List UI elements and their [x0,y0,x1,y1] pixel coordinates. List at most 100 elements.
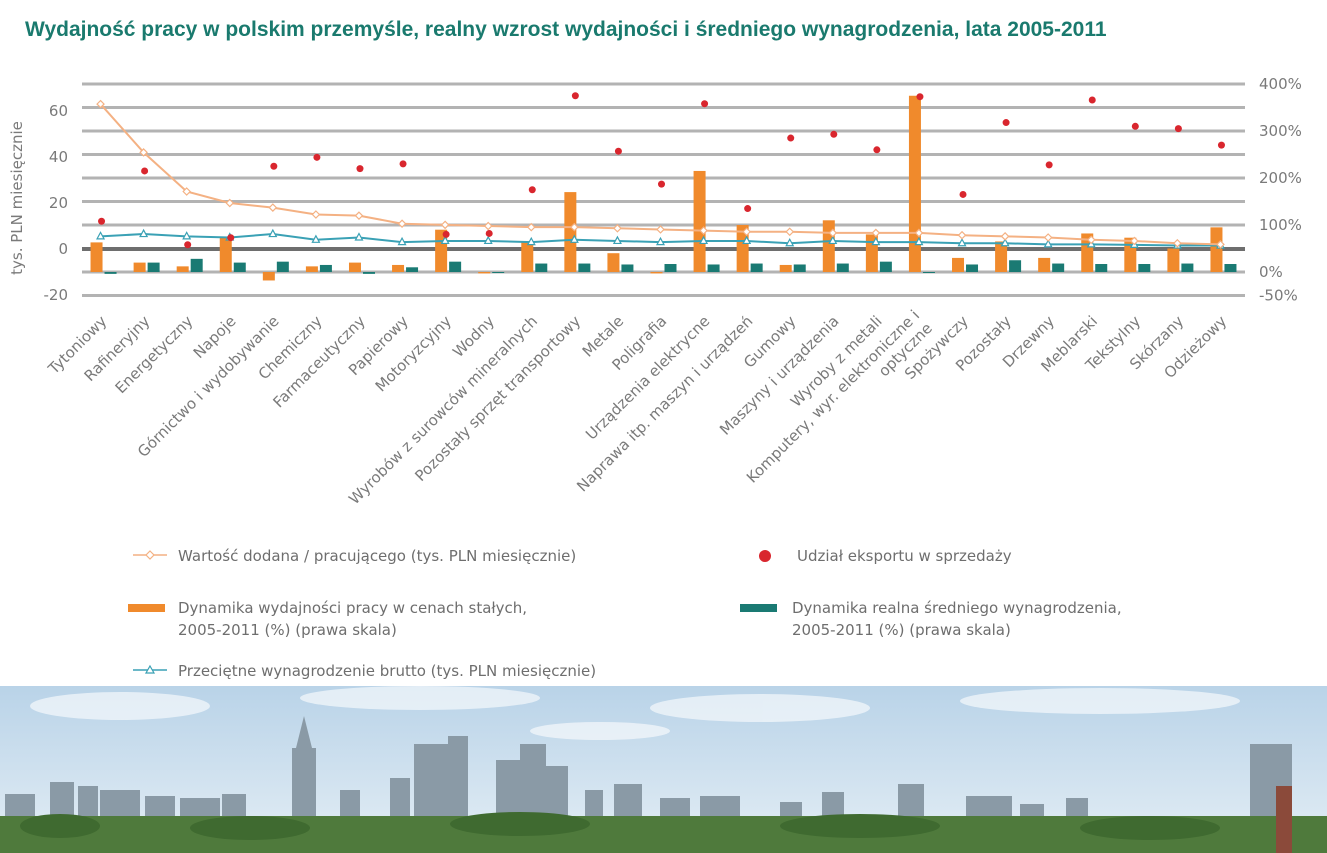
bar-wage [966,264,979,272]
gross-wage-point [268,228,278,238]
y-tick-label: 20 [49,194,68,212]
teal-bar-icon [740,604,777,612]
bar-productivity [392,264,405,272]
value-added-point [699,226,708,235]
legend-item-export-share: Udział eksportu w sprzedaży [757,545,1012,567]
export-point [98,217,106,225]
gross-wage-point [526,236,536,246]
export-point [270,162,278,170]
gross-wage-point [612,235,622,245]
y2-tick-label: 200% [1259,169,1302,187]
bar-productivity [564,192,577,272]
line-diamond-icon [133,550,167,560]
export-point [916,93,924,101]
export-point [571,92,579,100]
bar-wage [836,263,849,272]
y-tick-label: 40 [49,148,68,166]
export-point [442,230,450,238]
bar-wage [406,267,419,272]
bar-wage [535,263,548,272]
dot-icon [759,550,771,562]
chart: -20 0 20 40 60 -50% 0% 100% 200% 300% 400% tys. PLN… [8,75,1302,508]
bar-wage [190,258,203,272]
value-added-point [526,222,536,232]
value-added-point [311,210,321,219]
city-skyline-photo [0,686,1327,853]
legend-label: Wartość dodana / pracującego (tys. PLN m… [178,547,577,565]
bar-wage [1138,264,1151,272]
legend-item-productivity-dynamics: Dynamika wydajności pracy w cenach stały… [128,597,527,641]
bar-wage [362,272,375,274]
legend-item-value-added: Wartość dodana / pracującego (tys. PLN m… [133,545,576,567]
bar-productivity [478,272,491,274]
y-tick-label: 60 [49,102,68,120]
export-point [873,146,881,154]
export-point [701,100,709,108]
bar-wage [449,261,462,272]
legend-item-wage-dynamics: Dynamika realna średniego wynagrodzenia,… [740,597,1122,641]
gross-wage-point [699,235,709,245]
export-point [959,190,967,198]
export-point [399,160,407,168]
export-point [1002,119,1010,127]
bar-wage [233,262,246,272]
y2-tick-label: 100% [1259,216,1302,234]
value-added-point [440,220,450,230]
bar-productivity [822,220,835,272]
export-point [227,234,235,242]
chart-title: Wydajność pracy w polskim przemyśle, rea… [25,18,1107,41]
bar-wage [621,264,634,272]
category-label: Energetyczny [112,312,197,397]
export-point [744,205,752,213]
value-added-point [742,227,751,237]
gross-wage-point [96,231,106,240]
export-point [787,134,795,142]
value-added-point [656,225,665,234]
value-added-point [225,198,235,208]
gross-wage-point [354,232,364,241]
value-added-point [1216,240,1225,249]
value-added-point [957,230,967,240]
value-added-point [828,228,838,238]
legend-label: Dynamika wydajności pracy w cenach stały… [178,599,528,639]
value-added-point [914,228,924,238]
legend-label: Udział eksportu w sprzedaży [797,547,1012,565]
bar-wage [276,261,289,272]
export-point [356,165,364,173]
export-point [313,153,321,161]
legend-label: Przeciętne wynagrodzenie brutto (tys. PL… [178,662,597,680]
export-point [1174,125,1182,133]
value-added-point [1129,236,1139,246]
export-point [614,147,622,155]
bar-productivity [650,272,663,274]
value-added-point [1043,233,1053,242]
bar-wage [1052,263,1065,272]
export-point [528,186,536,194]
bar-productivity [219,236,232,272]
y2-tick-label: 400% [1259,75,1302,93]
gross-wage-point [440,235,450,245]
bar-wage [793,264,806,272]
value-added-point [1173,238,1182,248]
value-added-point [268,203,278,212]
bar-productivity [133,262,146,272]
value-added-point [871,228,881,238]
bar-productivity [736,225,749,272]
export-point [1217,141,1225,149]
gross-wage-point [182,231,192,240]
gross-wage-point [483,235,493,245]
bar-productivity [90,242,103,272]
bar-wage [578,263,591,272]
y2-tick-label: 0% [1259,263,1283,281]
value-added-point [570,222,579,232]
export-point [830,130,838,138]
gross-wage-point [397,236,407,246]
legend-label: Dynamika realna średniego wynagrodzenia,… [792,599,1122,639]
bar-productivity [521,241,534,272]
export-point [141,167,149,175]
gross-wage-point [785,237,795,247]
value-added-point [483,221,493,231]
gross-wage-point [569,234,579,243]
gross-wage-point [871,236,881,246]
bar-productivity [607,253,620,272]
